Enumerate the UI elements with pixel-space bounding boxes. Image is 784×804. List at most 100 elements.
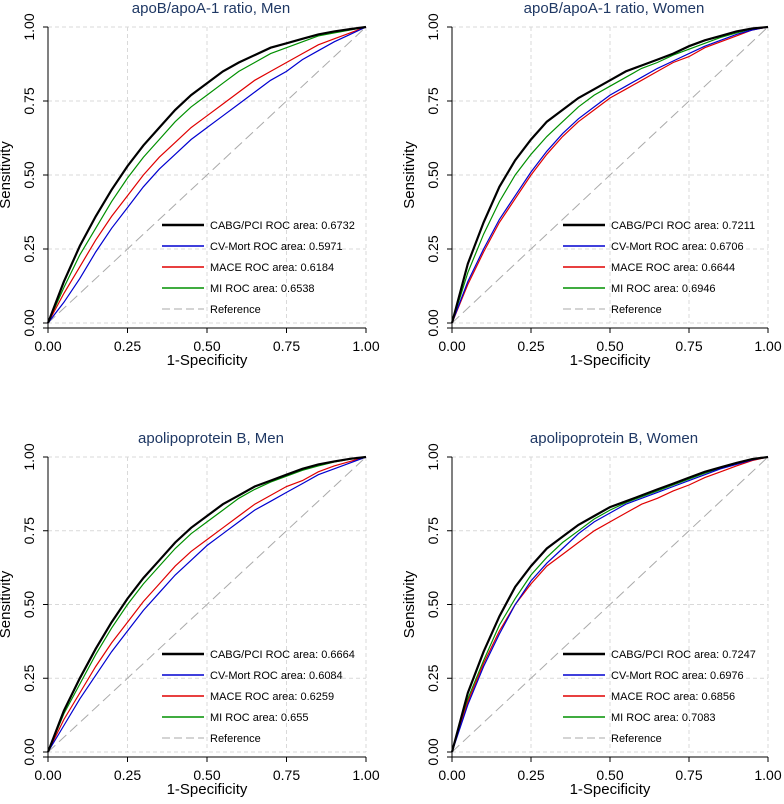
x-axis-label: 1-Specificity — [167, 352, 248, 369]
roc-curve-reference — [47, 456, 367, 753]
y-tick-label: 1.00 — [425, 443, 441, 470]
x-tick-label: 0.75 — [675, 338, 702, 354]
y-tick-label: 0.50 — [21, 591, 37, 618]
legend-entry: MI ROC area: 0.7083 — [611, 712, 716, 724]
y-axis-label: Sensitivity — [401, 141, 418, 209]
x-axis-label: 1-Specificity — [570, 781, 651, 798]
legend-entry: MACE ROC area: 0.6259 — [210, 691, 334, 703]
legend-entry: MI ROC area: 0.6538 — [210, 283, 315, 295]
y-tick-label: 0.50 — [425, 161, 441, 188]
legend-entry: MACE ROC area: 0.6184 — [210, 262, 334, 274]
x-tick-label: 0.25 — [517, 767, 544, 783]
x-tick-label: 0.75 — [273, 767, 300, 783]
x-tick-label: 0.00 — [34, 338, 61, 354]
roc-curve-reference — [47, 26, 367, 324]
roc-panel-3: 0.00 0.00 0.25 0.25 0.50 0.50 0.75 0.75 1.00 1.00… — [0, 430, 380, 798]
legend-entry: CABG/PCI ROC area: 0.7211 — [611, 220, 755, 232]
y-tick-label: 0.25 — [425, 235, 441, 262]
legend-entry: CV-Mort ROC area: 0.5971 — [210, 241, 343, 253]
roc-curve-cabg-pci — [450, 25, 769, 324]
x-tick-label: 1.00 — [352, 338, 379, 354]
x-tick-label: 1.00 — [352, 767, 379, 783]
roc-curve-reference — [451, 26, 769, 324]
roc-curve-cv-mort — [451, 26, 769, 324]
chart-title: apoB/apoA-1 ratio, Men — [132, 0, 290, 17]
roc-curve-mi — [451, 26, 769, 324]
y-tick-label: 0.75 — [425, 87, 441, 114]
chart-title: apoB/apoA-1 ratio, Women — [524, 0, 705, 17]
x-tick-label: 0.25 — [114, 338, 141, 354]
roc-curve-cabg-pci — [450, 455, 769, 753]
legend-entry: CV-Mort ROC area: 0.6084 — [210, 670, 343, 682]
x-tick-label: 0.25 — [114, 767, 141, 783]
legend-entry: Reference — [210, 304, 261, 316]
y-tick-label: 0.75 — [21, 87, 37, 114]
y-axis-label: Sensitivity — [0, 141, 14, 209]
x-tick-label: 1.00 — [754, 338, 781, 354]
x-tick-label: 0.50 — [193, 338, 220, 354]
y-tick-label: 1.00 — [425, 13, 441, 40]
y-axis-label: Sensitivity — [0, 570, 14, 638]
legend-entry: MI ROC area: 0.655 — [210, 712, 308, 724]
roc-panel-4: 0.00 0.00 0.25 0.25 0.50 0.50 0.75 0.75 1.00 1.00… — [401, 430, 782, 798]
roc-curve-cv-mort — [451, 456, 769, 753]
legend-entry: Reference — [210, 733, 261, 745]
legend-entry: CABG/PCI ROC area: 0.6732 — [210, 220, 355, 232]
x-tick-label: 0.00 — [438, 767, 465, 783]
roc-curve-reference — [451, 456, 769, 753]
y-tick-label: 1.00 — [21, 443, 37, 470]
legend: CABG/PCI ROC area: 0.7211 CV-Mort ROC are… — [563, 220, 755, 316]
legend: CABG/PCI ROC area: 0.6664 CV-Mort ROC are… — [162, 649, 355, 745]
y-axis-label: Sensitivity — [401, 570, 418, 638]
x-tick-label: 0.75 — [675, 767, 702, 783]
y-tick-label: 0.50 — [425, 591, 441, 618]
roc-curve-mace — [451, 456, 769, 753]
chart-title: apolipoprotein B, Women — [530, 430, 698, 447]
legend-entry: CABG/PCI ROC area: 0.6664 — [210, 649, 355, 661]
y-tick-label: 1.00 — [21, 13, 37, 40]
legend-entry: MACE ROC area: 0.6856 — [611, 691, 735, 703]
legend-entry: CV-Mort ROC area: 0.6976 — [611, 670, 744, 682]
y-tick-label: 0.00 — [21, 738, 37, 765]
y-tick-label: 0.75 — [425, 517, 441, 544]
y-tick-label: 0.50 — [21, 161, 37, 188]
legend-entry: CV-Mort ROC area: 0.6706 — [611, 241, 744, 253]
roc-curve-mi — [47, 26, 367, 324]
roc-curve-cv-mort — [47, 26, 367, 324]
legend-entry: Reference — [611, 733, 662, 745]
x-tick-label: 0.50 — [193, 767, 220, 783]
x-axis-label: 1-Specificity — [570, 352, 651, 369]
x-tick-label: 0.25 — [517, 338, 544, 354]
y-tick-label: 0.25 — [21, 664, 37, 691]
y-tick-label: 0.00 — [425, 738, 441, 765]
legend-entry: MACE ROC area: 0.6644 — [611, 262, 735, 274]
y-tick-label: 0.00 — [21, 309, 37, 336]
roc-curve-mace — [47, 456, 367, 753]
x-tick-label: 0.00 — [438, 338, 465, 354]
chart-title: apolipoprotein B, Men — [138, 430, 284, 447]
legend-entry: CABG/PCI ROC area: 0.7247 — [611, 649, 756, 661]
x-axis-label: 1-Specificity — [167, 781, 248, 798]
x-tick-label: 1.00 — [754, 767, 781, 783]
roc-curve-mace — [451, 26, 769, 324]
roc-curve-mi — [47, 456, 367, 753]
y-tick-label: 0.75 — [21, 517, 37, 544]
legend: CABG/PCI ROC area: 0.6732 CV-Mort ROC are… — [162, 220, 355, 316]
x-tick-label: 0.50 — [596, 338, 623, 354]
roc-curve-cabg-pci — [46, 25, 367, 324]
x-tick-label: 0.50 — [596, 767, 623, 783]
y-tick-label: 0.25 — [425, 664, 441, 691]
legend-entry: MI ROC area: 0.6946 — [611, 283, 716, 295]
roc-curve-cabg-pci — [46, 455, 367, 753]
roc-panel-2: 0.00 0.00 0.25 0.25 0.50 0.50 0.75 0.75 1.00 1.00… — [401, 0, 782, 369]
y-tick-label: 0.00 — [425, 309, 441, 336]
y-tick-label: 0.25 — [21, 235, 37, 262]
legend-entry: Reference — [611, 304, 662, 316]
x-tick-label: 0.00 — [34, 767, 61, 783]
roc-curve-cv-mort — [47, 456, 367, 753]
legend: CABG/PCI ROC area: 0.7247 CV-Mort ROC are… — [563, 649, 756, 745]
x-tick-label: 0.75 — [273, 338, 300, 354]
roc-curve-mace — [47, 26, 367, 324]
roc-panel-1: 0.00 0.00 0.25 0.25 0.50 0.50 0.75 0.75 1.00 1.00… — [0, 0, 380, 369]
